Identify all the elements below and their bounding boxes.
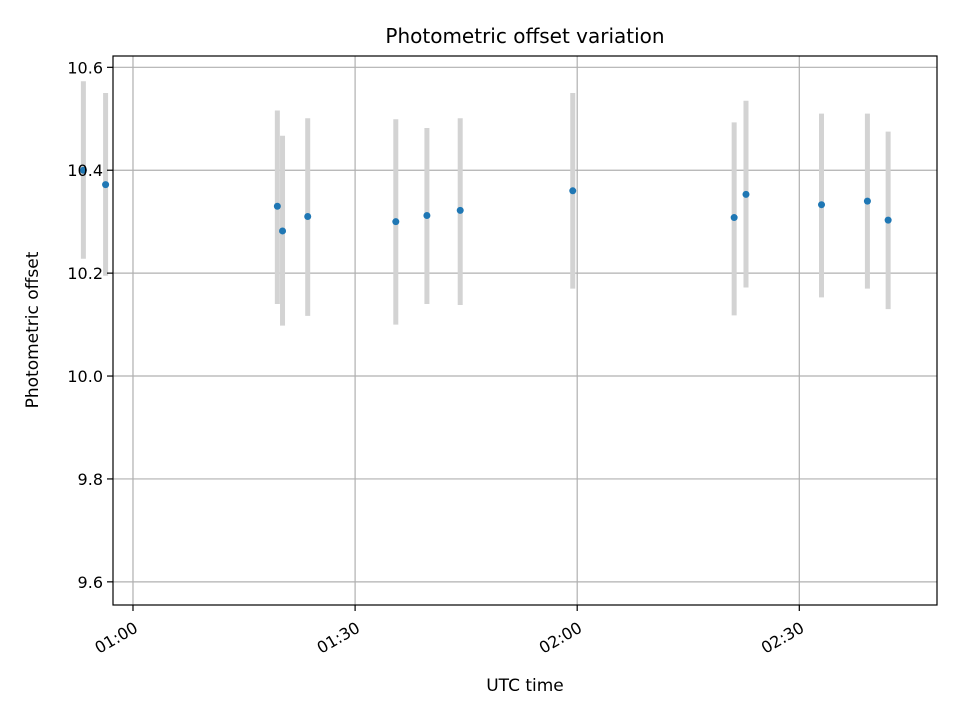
data-point: [456, 206, 464, 214]
data-point: [102, 181, 110, 189]
chart-title: Photometric offset variation: [385, 24, 664, 48]
data-point: [79, 166, 87, 174]
plot-area-frame: [112, 55, 938, 606]
grid-lines: [113, 56, 937, 605]
data-point: [569, 187, 577, 195]
data-point: [818, 201, 826, 209]
y-tick-label: 10.4: [67, 161, 103, 180]
data-point: [304, 213, 312, 221]
data-point: [863, 197, 871, 205]
y-tick-label: 9.8: [78, 470, 103, 489]
data-points: [79, 166, 892, 235]
data-point: [273, 202, 281, 210]
y-tick-label: 10.0: [67, 367, 103, 386]
data-point: [392, 218, 400, 226]
x-axis-title: UTC time: [486, 676, 564, 696]
y-axis-title: Photometric offset: [23, 251, 43, 408]
data-point: [423, 212, 431, 220]
y-tick-label: 10.6: [67, 58, 103, 77]
y-tick-label: 9.6: [78, 573, 103, 592]
data-point: [884, 216, 892, 224]
data-point: [279, 227, 287, 235]
y-tick-label: 10.2: [67, 264, 103, 283]
data-point: [730, 214, 738, 222]
data-point: [742, 190, 750, 198]
